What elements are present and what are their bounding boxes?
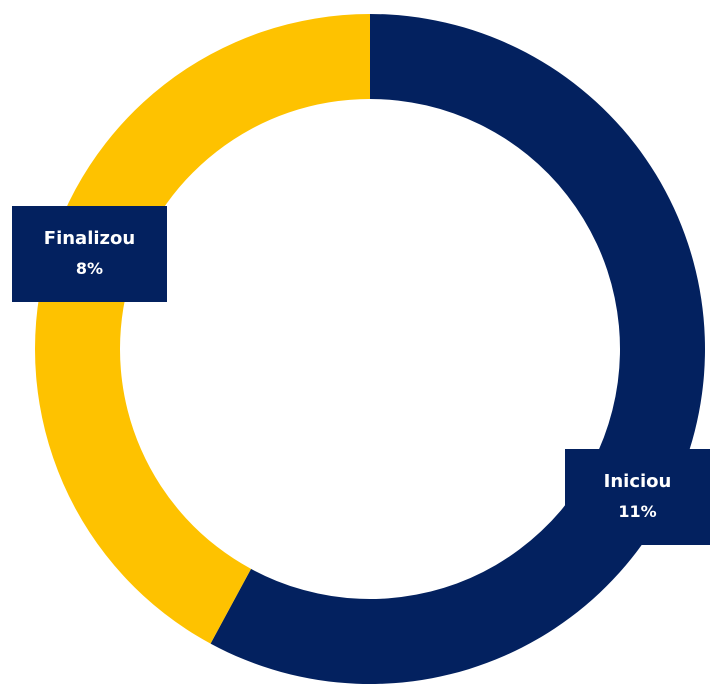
data-label-iniciou: Iniciou 11% xyxy=(565,449,710,545)
label-finalizou-value: 8% xyxy=(75,259,104,278)
label-finalizou-name: Finalizou xyxy=(43,228,136,249)
label-iniciou-value: 11% xyxy=(618,502,657,521)
slice-finalizou[interactable] xyxy=(34,14,371,644)
data-label-finalizou: Finalizou 8% xyxy=(12,206,167,302)
label-iniciou-name: Iniciou xyxy=(603,471,672,492)
slice-iniciou[interactable] xyxy=(210,14,705,684)
